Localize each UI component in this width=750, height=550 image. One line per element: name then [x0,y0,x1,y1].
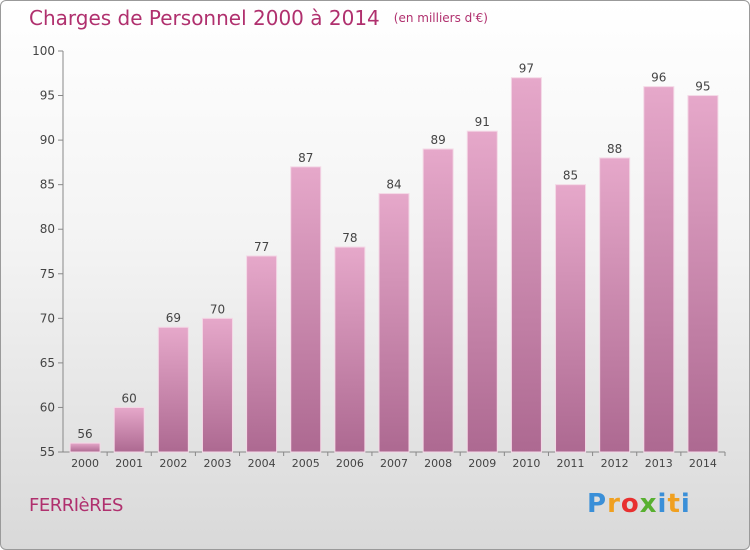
y-tick-label: 65 [40,356,55,370]
x-tick-label: 2011 [557,457,585,470]
x-tick-label: 2014 [689,457,717,470]
bar-value-label: 87 [298,151,313,165]
bar [643,86,675,453]
chart-title-block: Charges de Personnel 2000 à 2014 (en mill… [29,6,488,30]
bar-value-label: 89 [430,133,445,147]
x-tick-label: 2008 [424,457,452,470]
chart-subtitle: (en milliers d'€) [393,11,488,25]
bar-value-label: 91 [475,115,490,129]
bar-value-label: 70 [210,302,225,316]
x-tick-label: 2012 [601,457,629,470]
logo-letter: o [620,489,640,519]
bar [555,184,587,453]
x-tick-label: 2001 [115,457,143,470]
x-tick-label: 2007 [380,457,408,470]
bar-value-label: 69 [166,311,181,325]
logo-letter: i [680,489,691,519]
bar [510,77,542,453]
bar [422,148,454,453]
bar-value-label: 97 [519,62,534,76]
x-tick-label: 2013 [645,457,673,470]
x-tick-label: 2009 [468,457,496,470]
bar-value-label: 96 [651,71,666,85]
y-tick-label: 100 [32,44,55,58]
x-tick-label: 2002 [159,457,187,470]
x-tick-label: 2000 [71,457,99,470]
x-tick-label: 2003 [203,457,231,470]
bar [334,246,366,453]
chart-title: Charges de Personnel 2000 à 2014 [29,6,380,30]
town-name: FERRIèRES [29,495,123,516]
bar [466,130,498,453]
bar-value-label: 85 [563,169,578,183]
bar [378,193,410,453]
proxiti-logo: Proxiti [587,489,691,519]
bar-value-label: 78 [342,231,357,245]
x-tick-label: 2004 [248,457,276,470]
x-tick-label: 2010 [512,457,540,470]
logo-letter: t [667,489,681,519]
logo-letter: P [587,489,608,519]
bar [113,406,145,453]
y-tick-label: 75 [40,267,55,281]
logo-letter: i [657,489,668,519]
y-tick-label: 70 [40,311,55,325]
y-tick-label: 95 [40,89,55,103]
x-tick-label: 2005 [292,457,320,470]
bar-value-label: 88 [607,142,622,156]
bar [201,317,233,453]
bar-value-label: 95 [695,80,710,94]
logo-letter: x [639,489,658,519]
y-tick-label: 55 [40,445,55,459]
bar-value-label: 60 [122,391,137,405]
bar [599,157,631,453]
bar [69,442,101,453]
bar [246,255,278,453]
bar-value-label: 77 [254,240,269,254]
y-tick-label: 60 [40,400,55,414]
logo-letter: r [607,489,621,519]
bar [157,326,189,453]
bar-value-label: 56 [77,427,92,441]
x-tick-label: 2006 [336,457,364,470]
bar [290,166,322,453]
y-tick-label: 85 [40,178,55,192]
bar [687,95,719,453]
y-tick-label: 90 [40,133,55,147]
y-tick-label: 80 [40,222,55,236]
bar-value-label: 84 [386,178,401,192]
